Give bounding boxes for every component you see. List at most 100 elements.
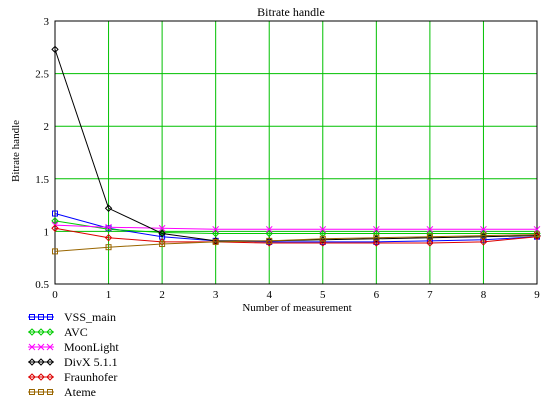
data-point-fraunhofer — [479, 238, 488, 246]
data-point-fraunhofer — [319, 239, 327, 247]
legend-item-vss-main: VSS_main — [28, 309, 119, 324]
y-tick-label: 2.5 — [35, 69, 49, 81]
x-axis-label: Number of measurement — [242, 302, 351, 314]
series-line-avc — [54, 220, 537, 234]
legend-label: DivX 5.1.1 — [64, 354, 118, 369]
data-point-ateme — [480, 232, 487, 239]
data-point-ateme — [426, 233, 433, 240]
legend-swatch-divx-5-1-1 — [28, 357, 54, 366]
x-tick-label: 9 — [534, 289, 540, 301]
data-point-vss-main — [52, 210, 58, 217]
legend-item-ateme: Ateme — [28, 384, 119, 399]
x-tick-label: 6 — [374, 289, 380, 301]
data-point-fraunhofer — [104, 234, 113, 242]
data-point-avc — [104, 225, 113, 234]
legend-marker — [28, 343, 36, 350]
data-point-moonlight — [265, 225, 273, 233]
series-line-vss-main — [54, 213, 538, 243]
y-axis-label: Bitrate handle — [10, 120, 22, 182]
x-tick-label: 5 — [320, 289, 326, 301]
chart-legend: VSS_main AVC MoonLight DivX 5.1.1 Fraunhofer… — [28, 309, 119, 399]
legend-marker — [29, 388, 35, 395]
legend-item-divx-5-1-1: DivX 5.1.1 — [28, 354, 119, 369]
legend-label: MoonLight — [64, 339, 119, 354]
y-tick-label: 1.5 — [35, 174, 49, 186]
legend-label: AVC — [64, 324, 88, 339]
y-tick-label: 3 — [44, 16, 50, 28]
legend-item-fraunhofer: Fraunhofer — [28, 369, 119, 384]
x-tick-label: 2 — [159, 289, 165, 301]
data-point-fraunhofer — [372, 239, 381, 247]
legend-marker — [37, 343, 45, 350]
x-tick-label: 8 — [481, 289, 487, 301]
x-tick-label: 1 — [106, 289, 112, 301]
x-tick-label: 0 — [52, 289, 58, 301]
y-tick-label: 0.5 — [35, 279, 49, 291]
legend-marker — [37, 327, 45, 336]
legend-marker — [37, 372, 45, 381]
legend-marker — [38, 313, 44, 320]
legend-label: Fraunhofer — [64, 369, 118, 384]
legend-marker — [28, 327, 36, 336]
x-axis-ticks: 0 1 2 3 4 5 6 7 8 9 — [52, 289, 540, 301]
legend-swatch-avc — [28, 327, 54, 336]
x-tick-label: 4 — [266, 289, 272, 301]
data-point-fraunhofer — [426, 239, 434, 247]
data-point-divx-5-1-1 — [104, 204, 113, 212]
legend-marker — [38, 388, 44, 395]
y-tick-label: 1 — [44, 226, 50, 238]
series-line-ateme — [54, 234, 538, 252]
legend-marker — [47, 313, 53, 320]
data-point-avc — [372, 229, 381, 238]
data-point-moonlight — [212, 225, 220, 233]
legend-marker — [28, 372, 36, 381]
series-line-fraunhofer — [54, 227, 538, 244]
data-point-moonlight — [319, 225, 327, 233]
legend-swatch-moonlight — [28, 343, 54, 350]
data-point-fraunhofer — [158, 238, 166, 246]
series-line-moonlight — [54, 224, 537, 230]
legend-marker — [46, 327, 54, 336]
y-tick-label: 2 — [44, 121, 50, 133]
data-point-moonlight — [480, 225, 487, 233]
data-point-avc — [211, 229, 220, 238]
chart-title: Bitrate handle — [257, 5, 325, 19]
data-point-avc — [51, 217, 59, 225]
data-point-avc — [158, 228, 166, 237]
data-point-ateme — [105, 244, 112, 251]
legend-label: Ateme — [64, 384, 96, 399]
data-point-avc — [265, 229, 273, 238]
series-line-divx-5-1-1 — [54, 49, 538, 242]
data-point-moonlight — [372, 225, 380, 233]
legend-marker — [46, 357, 54, 366]
legend-swatch-vss-main — [28, 313, 54, 320]
data-point-ateme — [319, 235, 326, 242]
legend-item-moonlight: MoonLight — [28, 339, 119, 354]
data-point-ateme — [373, 234, 380, 241]
legend-marker — [47, 388, 53, 395]
plot-area-frame — [54, 20, 538, 285]
data-point-ateme — [52, 248, 58, 255]
data-point-moonlight — [533, 225, 541, 233]
series-moonlight — [51, 221, 541, 233]
data-point-ateme — [159, 241, 166, 248]
legend-marker — [28, 357, 36, 366]
data-point-ateme — [266, 237, 273, 244]
data-point-moonlight — [158, 224, 166, 232]
legend-item-avc: AVC — [28, 324, 119, 339]
legend-marker — [29, 313, 35, 320]
data-point-fraunhofer — [51, 224, 59, 232]
legend-swatch-ateme — [28, 388, 54, 395]
legend-label: VSS_main — [64, 309, 117, 324]
legend-marker — [46, 372, 54, 381]
data-point-moonlight — [105, 223, 112, 231]
data-point-ateme — [212, 238, 219, 245]
series-ateme — [52, 231, 540, 255]
data-point-divx-5-1-1 — [51, 45, 59, 54]
x-tick-label: 3 — [213, 289, 219, 301]
series-divx-5-1-1 — [51, 45, 541, 245]
x-tick-label: 7 — [427, 289, 433, 301]
data-point-divx-5-1-1 — [158, 229, 166, 238]
legend-marker — [46, 343, 54, 350]
